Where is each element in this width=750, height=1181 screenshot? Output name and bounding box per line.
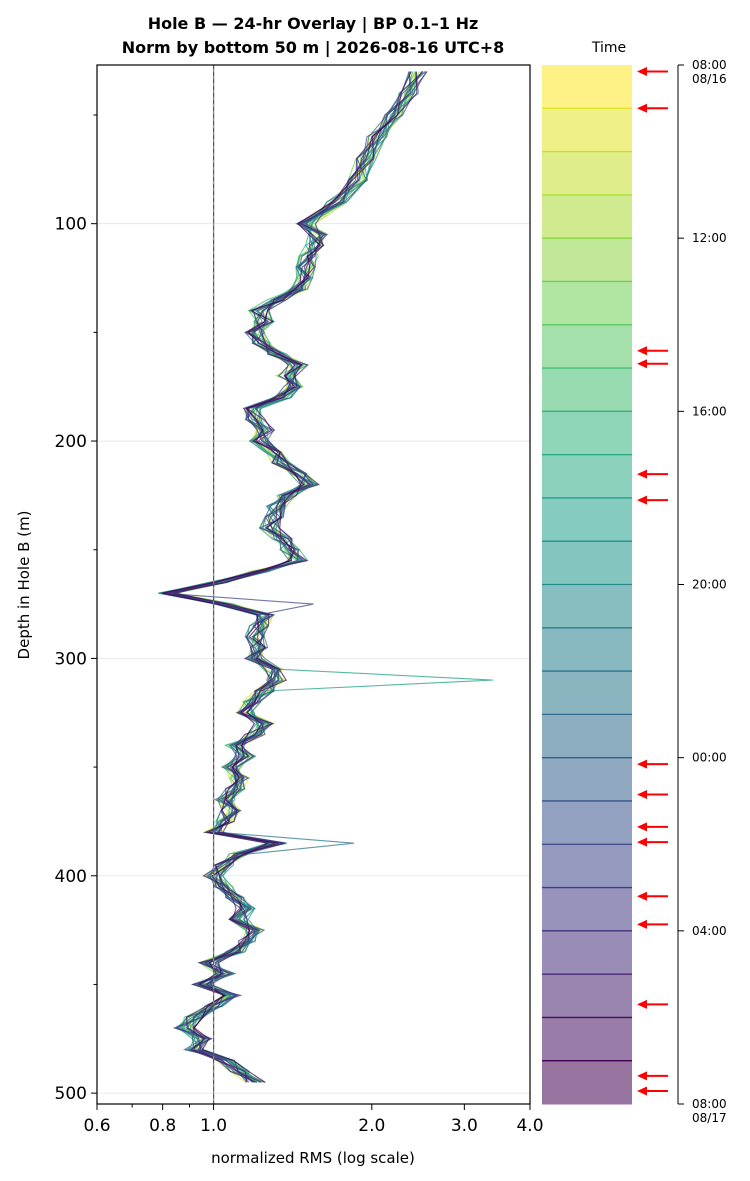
series-line <box>163 71 427 1083</box>
series-line <box>171 71 414 1083</box>
y-tick-label: 100 <box>55 215 87 235</box>
colorbar-band <box>542 930 632 975</box>
series-line <box>160 71 419 1083</box>
y-axis-ticks: 100 200 300 400 500 <box>55 114 97 1104</box>
colorbar-band <box>542 671 632 715</box>
arrow-head <box>637 495 647 505</box>
arrow-head <box>637 919 647 929</box>
arrow-head <box>637 789 647 799</box>
arrow-head <box>637 999 647 1009</box>
x-axis-label: normalized RMS (log scale) <box>211 1149 415 1167</box>
colorbar-band <box>542 238 632 282</box>
arrow-head <box>637 359 647 369</box>
arrow-head <box>637 759 647 769</box>
colorbar-band <box>542 541 632 585</box>
series-line <box>157 71 423 1083</box>
series-line <box>161 71 428 1083</box>
series-line <box>161 71 418 1083</box>
colorbar-band <box>542 844 632 889</box>
x-axis-ticks: 0.6 0.8 1.0 2.0 3.0 4.0 <box>83 1104 544 1136</box>
chart-title-line2: Norm by bottom 50 m | 2026-08-16 UTC+8 <box>122 38 505 58</box>
colorbar-band <box>542 281 632 326</box>
series-line <box>167 71 423 1083</box>
x-tick-label: 1.0 <box>200 1116 227 1136</box>
x-tick-label: 3.0 <box>451 1116 478 1136</box>
y-axis-label: Depth in Hole B (m) <box>15 511 33 660</box>
grid-lines <box>97 223 530 1094</box>
colorbar-band <box>542 974 632 1018</box>
colorbar-band <box>542 65 632 109</box>
arrow-head <box>637 822 647 832</box>
colorbar-band <box>542 151 632 196</box>
x-tick-label: 4.0 <box>516 1116 543 1136</box>
series-line <box>168 71 423 1083</box>
x-tick-label: 2.0 <box>358 1116 385 1136</box>
series-line <box>169 71 413 1083</box>
colorbar-tick-label: 20:00 <box>692 578 727 592</box>
series-line <box>163 71 426 1083</box>
colorbar-band <box>542 454 632 499</box>
colorbar-band <box>542 887 632 932</box>
colorbar-tick-label: 08:00 <box>692 1097 727 1111</box>
chart-title-line1: Hole B — 24-hr Overlay | BP 0.1–1 Hz <box>148 14 479 34</box>
colorbar-arrows <box>637 66 668 1096</box>
series-line <box>164 71 411 1083</box>
colorbar-band <box>542 411 632 456</box>
colorbar-tick-label: 04:00 <box>692 924 727 938</box>
colorbar-band <box>542 757 632 802</box>
colorbar-tick-label: 12:00 <box>692 231 727 245</box>
series-line <box>163 71 416 1083</box>
colorbar-band <box>542 584 632 629</box>
arrow-head <box>637 103 647 113</box>
colorbar-band <box>542 108 632 153</box>
arrow-head <box>637 891 647 901</box>
plot-area: 0.6 0.8 1.0 2.0 3.0 4.0 100 200 300 400 500 <box>55 64 544 1136</box>
series-line <box>169 71 424 1083</box>
colorbar-bands <box>542 65 632 1105</box>
colorbar-tick-sublabel: 08/17 <box>692 1111 727 1125</box>
plot-frame <box>96 64 531 1105</box>
y-tick-label: 200 <box>55 432 87 452</box>
series-traces <box>157 71 493 1083</box>
x-tick-label: 0.6 <box>83 1116 110 1136</box>
colorbar-label: Time <box>591 40 626 56</box>
colorbar-band <box>542 1060 632 1105</box>
series-line <box>164 71 410 1083</box>
arrow-head <box>637 346 647 356</box>
arrow-head <box>637 837 647 847</box>
colorbar-band <box>542 324 632 369</box>
arrow-head <box>637 1071 647 1081</box>
series-line <box>173 71 412 1083</box>
x-tick-label: 0.8 <box>149 1116 176 1136</box>
colorbar-band <box>542 627 632 672</box>
colorbar-band <box>542 800 632 845</box>
series-line <box>165 71 414 1083</box>
y-tick-label: 400 <box>55 867 87 887</box>
y-tick-label: 500 <box>55 1084 87 1104</box>
colorbar-tick-label: 00:00 <box>692 751 727 765</box>
series-line <box>172 71 493 1083</box>
series-line <box>158 71 423 1083</box>
colorbar-tick-label: 16:00 <box>692 404 727 418</box>
arrow-head <box>637 1086 647 1096</box>
arrow-head <box>637 469 647 479</box>
colorbar-tick-sublabel: 08/16 <box>692 72 727 86</box>
series-line <box>175 71 417 1083</box>
arrow-head <box>637 66 647 76</box>
y-tick-label: 300 <box>55 649 87 669</box>
colorbar-band <box>542 368 632 412</box>
colorbar-band <box>542 497 632 542</box>
colorbar-tick-label: 08:00 <box>692 58 727 72</box>
colorbar-band <box>542 194 632 239</box>
series-line <box>166 71 412 1083</box>
colorbar-ticks: 08:0008/1612:0016:0020:0000:0004:0008:00… <box>678 58 727 1125</box>
colorbar-band <box>542 1017 632 1062</box>
series-line <box>164 71 417 1083</box>
colorbar-band <box>542 714 632 759</box>
colorbar: Time 08:0008/1612:0016:0020:0000:0004:00… <box>542 40 727 1125</box>
